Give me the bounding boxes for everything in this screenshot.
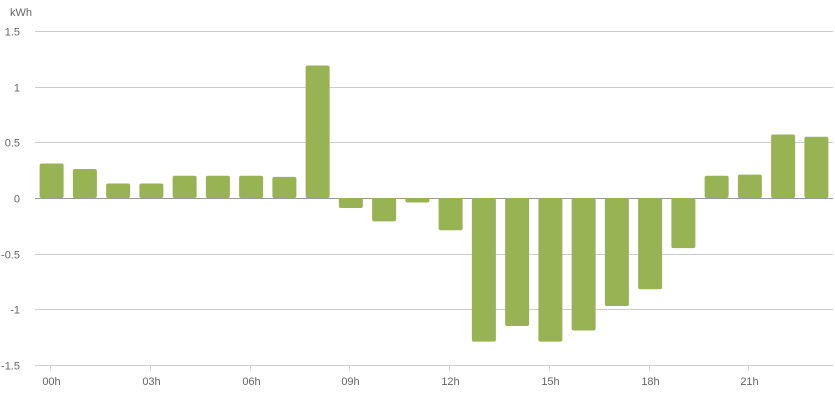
- bar-hour-11: [405, 198, 430, 203]
- bar-hour-16: [571, 198, 596, 331]
- x-tick-label: 21h: [740, 376, 758, 388]
- bar-hour-17: [604, 198, 629, 306]
- bar-hour-3: [139, 183, 164, 198]
- y-tick-label: -0.5: [1, 250, 20, 262]
- y-tick-label: 1: [14, 83, 20, 95]
- y-tick-label: -1: [10, 305, 20, 317]
- bar-hour-22: [771, 134, 796, 198]
- y-tick-label: -1.5: [1, 361, 20, 373]
- x-tick-label: 12h: [441, 376, 459, 388]
- x-tick-label: 06h: [242, 376, 260, 388]
- bar-hour-6: [239, 175, 264, 198]
- bar-hour-23: [804, 136, 829, 198]
- bar-hour-1: [72, 169, 97, 198]
- bar-hour-7: [272, 176, 297, 198]
- y-tick-label: 0: [14, 194, 20, 206]
- bar-hour-9: [338, 198, 363, 209]
- bar-hour-21: [737, 174, 762, 198]
- bar-hour-20: [704, 175, 729, 198]
- x-tick-label: 09h: [341, 376, 359, 388]
- bar-hour-10: [372, 198, 397, 222]
- bar-hour-8: [305, 65, 330, 198]
- bar-hour-19: [671, 198, 696, 249]
- x-tick-label: 03h: [142, 376, 160, 388]
- y-tick-label: 1.5: [5, 27, 20, 39]
- bar-hour-13: [471, 198, 496, 342]
- bar-hour-18: [638, 198, 663, 290]
- bar-hour-4: [172, 175, 197, 198]
- bar-hour-2: [106, 183, 131, 198]
- x-tick-label: 15h: [541, 376, 559, 388]
- x-tick-label: 00h: [42, 376, 60, 388]
- y-axis-label: kWh: [10, 7, 32, 19]
- bar-hour-0: [39, 163, 64, 198]
- bar-hour-12: [438, 198, 463, 231]
- y-tick-label: 0.5: [5, 138, 20, 150]
- bar-hour-14: [505, 198, 530, 327]
- bar-hour-5: [205, 175, 230, 198]
- bar-hour-15: [538, 198, 563, 342]
- x-tick-label: 18h: [641, 376, 659, 388]
